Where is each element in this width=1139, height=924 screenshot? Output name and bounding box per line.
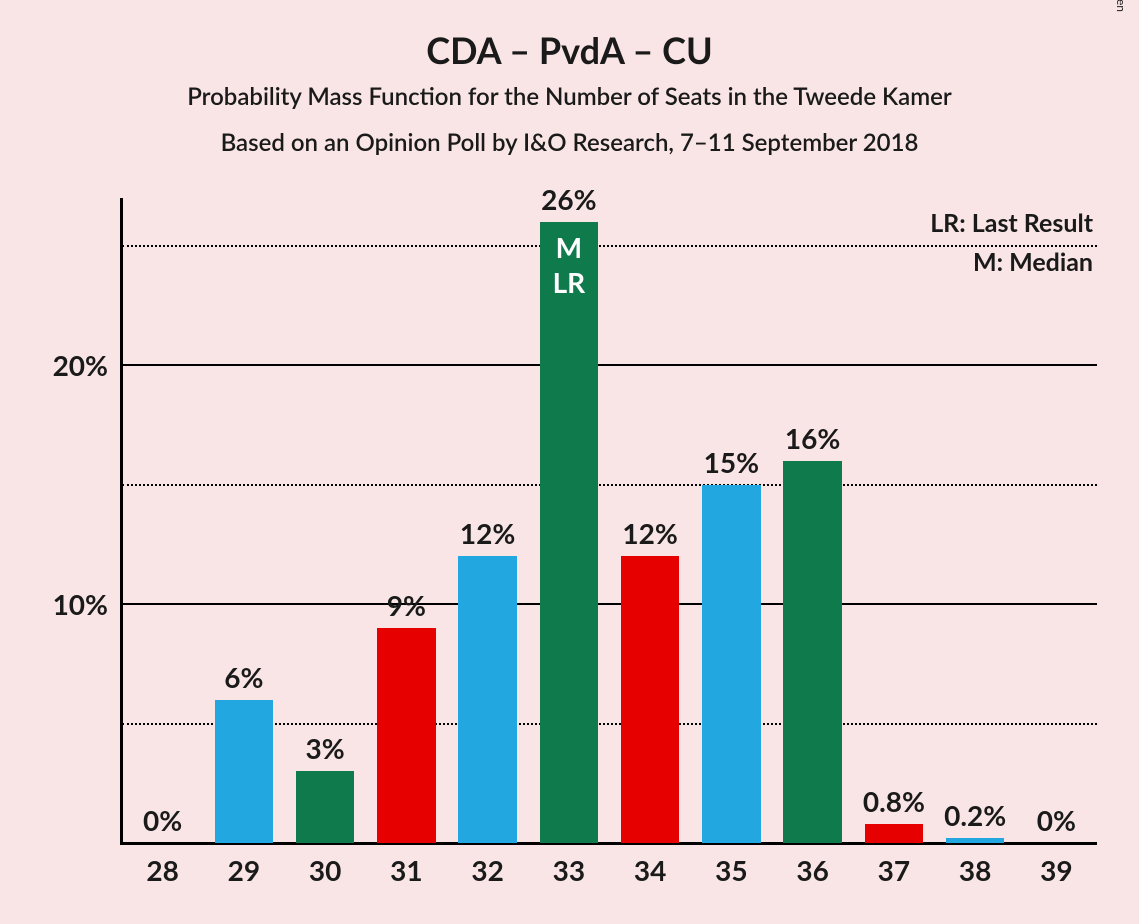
x-tick-label: 33	[553, 843, 585, 887]
x-tick-label: 35	[715, 843, 747, 887]
bar	[540, 222, 599, 843]
grid-line-minor	[122, 484, 1097, 486]
bar	[865, 824, 924, 843]
last-result-label: LR	[553, 265, 586, 300]
x-tick-label: 30	[309, 843, 341, 887]
bar-value-label: 12%	[622, 516, 677, 550]
y-tick-label: 20%	[53, 348, 122, 382]
x-tick-label: 31	[390, 843, 422, 887]
x-tick-label: 29	[228, 843, 260, 887]
median-label: M	[553, 230, 586, 265]
chart-title: CDA – PvdA – CU	[0, 28, 1139, 72]
bar	[458, 556, 517, 843]
bar-value-label: 6%	[224, 660, 263, 694]
bar	[215, 700, 274, 843]
bar-value-label: 0.8%	[863, 784, 925, 818]
x-tick-label: 36	[796, 843, 828, 887]
bar-value-label: 26%	[541, 182, 596, 216]
bar	[377, 628, 436, 843]
bar	[783, 461, 842, 843]
bar-value-label: 0.2%	[944, 798, 1006, 832]
x-tick-label: 37	[878, 843, 910, 887]
bar	[702, 485, 761, 843]
bar-value-label: 15%	[704, 445, 759, 479]
x-tick-label: 38	[959, 843, 991, 887]
bar-value-label: 3%	[306, 731, 345, 765]
bar-value-label: 9%	[387, 588, 426, 622]
bar-value-label: 12%	[460, 516, 515, 550]
grid-line-major	[122, 603, 1097, 605]
chart-subtitle-1: Probability Mass Function for the Number…	[0, 82, 1139, 111]
bar-value-label: 0%	[143, 803, 182, 837]
bar-value-label: 16%	[785, 421, 840, 455]
x-tick-label: 32	[471, 843, 503, 887]
median-lr-label: MLR	[553, 230, 586, 300]
bar	[621, 556, 680, 843]
bar-value-label: 0%	[1037, 803, 1076, 837]
x-tick-label: 39	[1040, 843, 1072, 887]
legend-lr: LR: Last Result	[930, 204, 1093, 243]
x-tick-label: 28	[146, 843, 178, 887]
legend: LR: Last Result M: Median	[930, 204, 1093, 282]
chart-subtitle-2: Based on an Opinion Poll by I&O Research…	[0, 128, 1139, 157]
bar	[296, 771, 355, 843]
legend-m: M: Median	[930, 243, 1093, 282]
chart-plot-area: 10%20%0%286%293%309%3112%3226%33MLR12%34…	[122, 198, 1097, 843]
grid-line-major	[122, 364, 1097, 366]
copyright-text: © 2020 Filip van Laenen	[1114, 0, 1129, 12]
y-tick-label: 10%	[53, 587, 122, 621]
x-tick-label: 34	[634, 843, 666, 887]
y-axis-line	[120, 198, 123, 843]
